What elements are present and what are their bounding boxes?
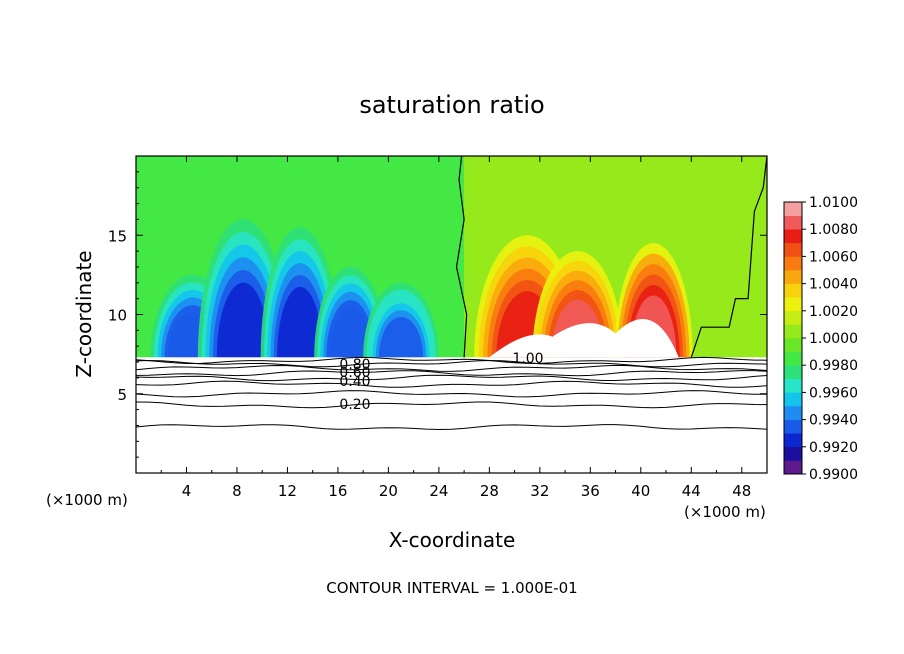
- colorbar-label-11: 0.9900: [809, 467, 858, 483]
- colorbar-swatch-15: [784, 270, 802, 284]
- contour-label-2: 0.60: [339, 365, 370, 381]
- contour-line-8: [136, 359, 767, 368]
- contour-line-1: [136, 424, 767, 431]
- contour-labels: 0.800.600.40 0.20 1.00: [339, 351, 543, 413]
- y-tick-label-15: 15: [108, 227, 127, 245]
- chart-title: saturation ratio: [359, 91, 544, 119]
- colorbar-swatch-19: [784, 215, 802, 230]
- colorbar-label-2: 1.0080: [809, 222, 858, 238]
- x-tick-label-8: 8: [232, 482, 242, 500]
- colorbar-label-6: 1.0000: [809, 331, 858, 347]
- x-tick-label-40: 40: [631, 482, 650, 500]
- contour-lines: [136, 156, 767, 431]
- colorbar-swatch-4: [784, 419, 802, 434]
- colorbar-swatch-2: [784, 446, 802, 461]
- colorbar-label-10: 0.9920: [809, 440, 858, 456]
- colorbar-swatch-10: [784, 338, 802, 352]
- x-tick-label-4: 4: [182, 482, 192, 500]
- x-tick-label-28: 28: [480, 482, 499, 500]
- contour-interval-note: CONTOUR INTERVAL = 1.000E-01: [326, 579, 577, 597]
- colorbar-swatch-8: [784, 365, 802, 380]
- contour-line-1.00-left: [455, 156, 468, 358]
- contour-line-3: [136, 390, 767, 398]
- colorbar-swatch-6: [784, 392, 802, 407]
- colorbar-swatch-18: [784, 229, 802, 244]
- contour-label-4: 0.20: [339, 397, 370, 413]
- x-tick-label-12: 12: [278, 482, 297, 500]
- x-tick-label-16: 16: [328, 482, 347, 500]
- colorbar-swatch-16: [784, 256, 802, 271]
- y-axis-label: Z-coordinate: [72, 250, 96, 377]
- x-tick-label-44: 44: [682, 482, 701, 500]
- lower-region: [136, 357, 767, 473]
- colorbar-label-5: 1.0020: [809, 304, 858, 320]
- colorbar: [783, 201, 803, 475]
- contour-line-1.00-right: [690, 156, 767, 358]
- cloud-core-white: [489, 319, 679, 358]
- x-tick-label-24: 24: [429, 482, 448, 500]
- colorbar-swatch-7: [784, 378, 802, 393]
- contour-label-1: 0.80: [339, 357, 370, 373]
- colorbar-swatch-17: [784, 242, 802, 257]
- colorbar-swatch-5: [784, 406, 802, 420]
- x-tick-label-48: 48: [732, 482, 751, 500]
- colorbar-labels: 1.0100 1.0080 1.0060 1.0040 1.0020 1.0000 0.99…: [802, 195, 858, 483]
- x-axis-ticks: 4 8 12 16 20 24 28 32 36 40 44 48: [160, 156, 751, 500]
- colorbar-swatch-1: [784, 460, 802, 475]
- y-axis-ticks: 5 10 15: [108, 171, 767, 458]
- colorbar-label-1: 1.0100: [809, 195, 858, 211]
- colorbar-swatch-20: [784, 202, 802, 216]
- contour-line-5: [136, 374, 767, 382]
- colorbar-swatch-3: [784, 433, 802, 448]
- colorbar-label-9: 0.9940: [809, 413, 858, 429]
- colorbar-swatch-13: [784, 297, 802, 312]
- contour-line-2: [136, 401, 767, 409]
- x-tick-label-36: 36: [581, 482, 600, 500]
- contour-line-9: [136, 356, 767, 364]
- contour-line-4: [136, 380, 767, 388]
- colorbar-label-4: 1.0040: [809, 277, 858, 293]
- y-tick-label-10: 10: [108, 307, 127, 325]
- colorbar-swatch-11: [784, 324, 802, 339]
- contour-label-3: 0.40: [339, 374, 370, 390]
- colorbar-swatch-14: [784, 283, 802, 298]
- colorbar-label-7: 0.9980: [809, 358, 858, 374]
- contour-line-6: [136, 370, 767, 377]
- colorbar-label-3: 1.0060: [809, 249, 858, 265]
- x-tick-label-20: 20: [379, 482, 398, 500]
- colorbar-swatch-9: [784, 351, 802, 366]
- x-tick-label-32: 32: [530, 482, 549, 500]
- contour-line-7: [136, 364, 767, 372]
- x-axis-label: X-coordinate: [389, 528, 516, 552]
- contour-label-5: 1.00: [512, 351, 543, 367]
- colorbar-swatch-12: [784, 310, 802, 325]
- saturation-field: [136, 156, 767, 473]
- x-unit-label-right: (×1000 m): [684, 503, 766, 521]
- y-tick-label-5: 5: [117, 386, 127, 404]
- colorbar-label-8: 0.9960: [809, 385, 858, 401]
- x-unit-label-left: (×1000 m): [46, 491, 128, 509]
